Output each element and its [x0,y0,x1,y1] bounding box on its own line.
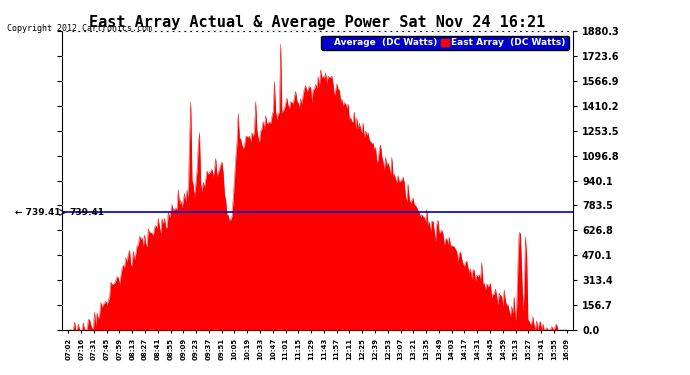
Title: East Array Actual & Average Power Sat Nov 24 16:21: East Array Actual & Average Power Sat No… [90,15,546,30]
Text: ← 739.41: ← 739.41 [15,208,61,217]
Text: Copyright 2012 Cartronics.com: Copyright 2012 Cartronics.com [7,24,152,33]
Text: 739.41: 739.41 [69,208,104,217]
Legend: Average  (DC Watts), East Array  (DC Watts): Average (DC Watts), East Array (DC Watts… [321,36,569,50]
